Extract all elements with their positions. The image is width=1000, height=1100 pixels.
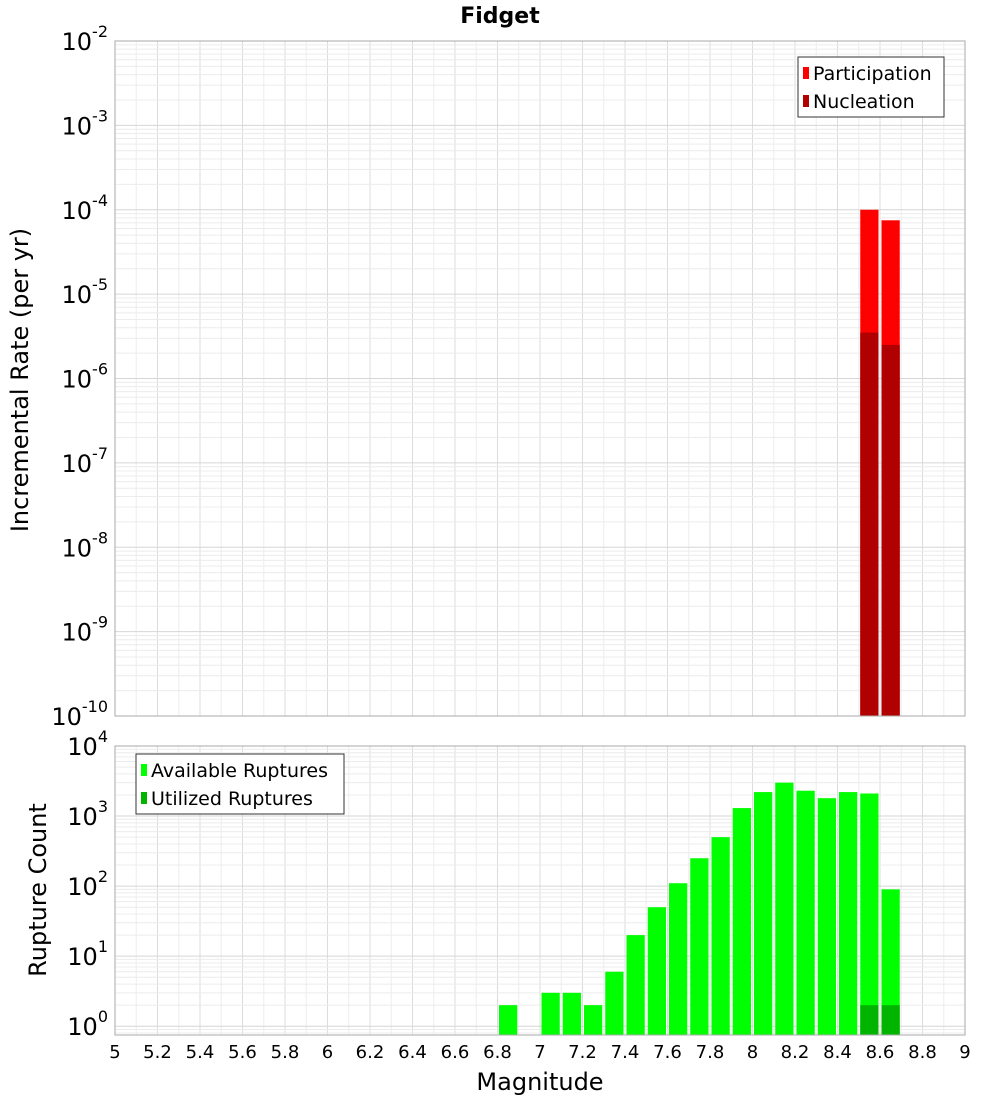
bar-available-ruptures (647, 907, 666, 1035)
legend: Available Ruptures Utilized Ruptures (135, 753, 345, 815)
chart-title: Fidget (460, 4, 540, 29)
bar-available-ruptures (499, 1005, 518, 1035)
y-tick-label: 10-5 (62, 275, 109, 309)
legend-swatch (141, 764, 147, 776)
x-axis-label: Magnitude (476, 1068, 603, 1096)
x-tick-label: 7.2 (568, 1042, 597, 1063)
bar-available-ruptures (881, 889, 900, 1035)
y-tick-label: 10-7 (62, 444, 109, 478)
bar-nucleation (860, 332, 879, 716)
x-tick-label: 7.6 (653, 1042, 682, 1063)
bar-utilized-ruptures (881, 1005, 900, 1035)
y-tick-label: 102 (67, 867, 108, 901)
x-tick-label: 7.4 (611, 1042, 640, 1063)
x-tick-label: 7.8 (696, 1042, 725, 1063)
legend: Participation Nucleation (797, 56, 945, 118)
bottom-y-axis-label: Rupture Count (24, 803, 52, 977)
y-tick-label: 10-10 (51, 697, 108, 731)
x-tick-label: 6.8 (483, 1042, 512, 1063)
bar-available-ruptures (584, 1005, 603, 1035)
y-tick-label: 103 (67, 797, 108, 831)
x-tick-label: 7 (534, 1042, 545, 1063)
legend-box (797, 56, 945, 118)
plot-frame (114, 40, 966, 717)
bar-available-ruptures (626, 935, 645, 1035)
y-tick-label: 10-6 (62, 360, 109, 394)
x-tick-label: 5.6 (228, 1042, 257, 1063)
y-tick-label: 10-3 (62, 106, 109, 140)
legend-label: Nucleation (813, 91, 915, 113)
bar-available-ruptures (817, 798, 836, 1035)
bar-available-ruptures (839, 792, 858, 1035)
bar-available-ruptures (711, 837, 730, 1035)
y-tick-label: 104 (67, 727, 108, 761)
bar-available-ruptures (669, 883, 688, 1035)
bar-nucleation (881, 344, 900, 716)
bar-utilized-ruptures (860, 1005, 879, 1035)
y-tick-label: 10-8 (62, 528, 109, 562)
legend-swatch (803, 95, 809, 107)
bar-available-ruptures (754, 792, 773, 1035)
bar-available-ruptures (732, 808, 751, 1035)
x-tick-label: 6 (322, 1042, 333, 1063)
legend-label: Available Ruptures (151, 760, 328, 782)
y-tick-label: 10-2 (62, 22, 109, 56)
y-tick-label: 10-4 (62, 191, 109, 225)
x-tick-label: 8.2 (781, 1042, 810, 1063)
x-tick-label: 8.6 (866, 1042, 895, 1063)
y-tick-label: 101 (67, 937, 108, 971)
x-tick-label: 5.8 (271, 1042, 300, 1063)
x-tick-label: 5.2 (143, 1042, 172, 1063)
x-tick-label: 6.6 (441, 1042, 470, 1063)
plot-frame (114, 745, 966, 1036)
x-tick-label: 9 (959, 1042, 970, 1063)
rate-panel: 10-2 10-3 10-4 10-5 10-6 10-7 10-8 10-9 10-10 Par… (51, 22, 966, 731)
legend-label: Utilized Ruptures (151, 788, 313, 810)
rupture-count-panel: 104 103 102 101 100 Available Ruptures Utilize… (67, 727, 970, 1063)
bar-available-ruptures (605, 971, 624, 1035)
x-tick-label: 6.2 (356, 1042, 385, 1063)
y-tick-label: 10-9 (62, 613, 109, 647)
top-y-axis-label: Incremental Rate (per yr) (6, 228, 34, 532)
legend-label: Participation (813, 63, 932, 85)
x-tick-label: 8.4 (823, 1042, 852, 1063)
bar-available-ruptures (860, 793, 879, 1035)
x-tick-label: 6.4 (398, 1042, 427, 1063)
x-tick-label: 5 (109, 1042, 120, 1063)
x-tick-label: 8 (747, 1042, 758, 1063)
legend-swatch (803, 67, 809, 79)
bar-available-ruptures (775, 782, 794, 1035)
bar-available-ruptures (796, 790, 815, 1035)
bar-available-ruptures (562, 992, 581, 1035)
y-tick-label: 100 (67, 1007, 108, 1041)
bar-available-ruptures (690, 858, 709, 1035)
x-tick-label: 8.8 (908, 1042, 937, 1063)
legend-swatch (141, 792, 147, 804)
x-tick-label: 5.4 (186, 1042, 215, 1063)
bar-available-ruptures (541, 992, 560, 1035)
legend-box (135, 753, 345, 815)
